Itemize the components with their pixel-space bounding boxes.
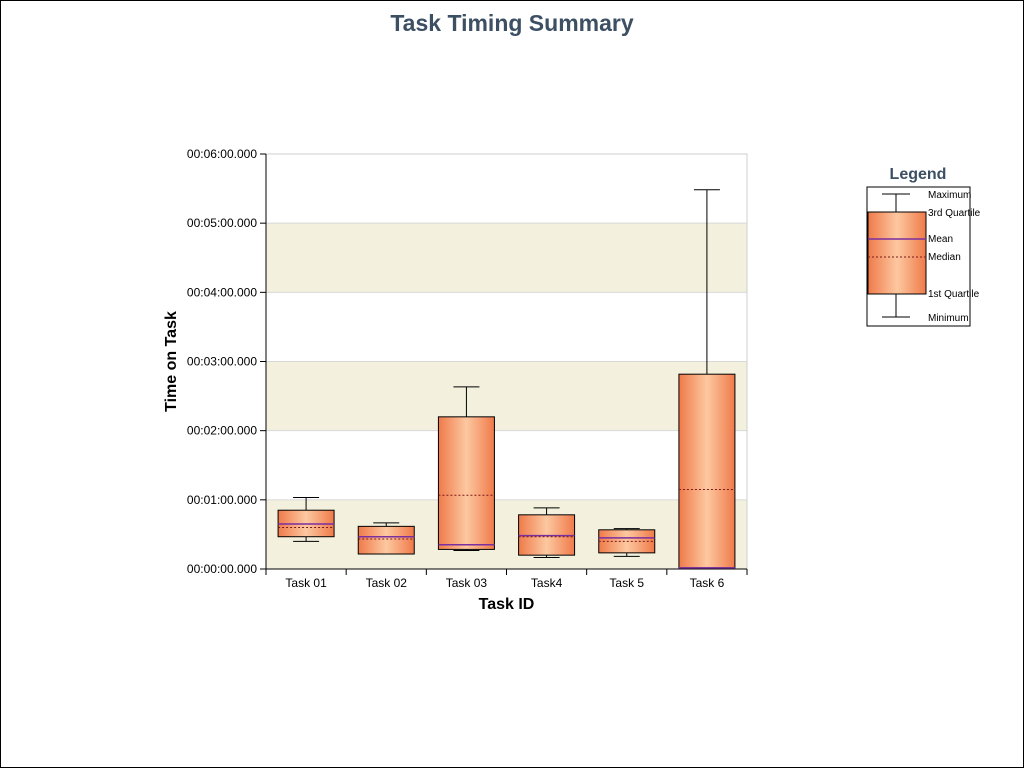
- y-tick-label: 00:05:00.000: [187, 216, 257, 230]
- x-tick-label: Task 02: [366, 576, 408, 590]
- box-body: [437, 416, 495, 550]
- y-tick-label: 00:03:00.000: [187, 355, 257, 369]
- x-tick-label: Task 6: [690, 576, 725, 590]
- legend-sample-box: [867, 193, 927, 318]
- legend-label-q1: 1st Quartile: [928, 289, 980, 300]
- band-2: [266, 361, 747, 431]
- chart-title: Task Timing Summary: [390, 10, 634, 36]
- legend-label-mean: Mean: [928, 234, 953, 245]
- legend-label-minimum: Minimum: [928, 313, 969, 324]
- box-task-6: [678, 189, 736, 569]
- box-task-02: [357, 522, 415, 555]
- y-axis-title: Time on Task: [163, 311, 180, 412]
- box-task4: [518, 507, 576, 558]
- band-0: [266, 499, 747, 569]
- box-task-5: [598, 528, 656, 557]
- legend-label-q3: 3rd Quartile: [928, 208, 981, 219]
- legend-label-maximum: Maximum: [928, 190, 971, 201]
- box-task-03: [437, 386, 495, 552]
- legend: Legend Maximum 3rd Quartile Mean Median …: [866, 166, 981, 327]
- box-series: [277, 189, 736, 569]
- y-tick-label: 00:02:00.000: [187, 424, 257, 438]
- x-tick-label: Task 01: [285, 576, 327, 590]
- legend-title: Legend: [890, 166, 947, 183]
- y-tick-label: 00:06:00.000: [187, 147, 257, 161]
- box-task-01: [277, 497, 335, 542]
- box-body: [357, 525, 415, 555]
- x-tick-label: Task4: [531, 576, 563, 590]
- y-tick-label: 00:01:00.000: [187, 493, 257, 507]
- y-tick-label: 00:04:00.000: [187, 285, 257, 299]
- box-body: [678, 373, 736, 569]
- x-tick-label: Task 03: [446, 576, 488, 590]
- axes: 00:00:00.000 00:01:00.000 00:02:00.000 00:0…: [187, 147, 748, 590]
- x-axis-title: Task ID: [479, 596, 535, 613]
- plot-bands: [266, 223, 747, 569]
- legend-label-median: Median: [928, 252, 961, 263]
- band-4: [266, 223, 747, 293]
- y-tick-label: 00:00:00.000: [187, 562, 257, 576]
- x-tick-label: Task 5: [609, 576, 644, 590]
- legend-box-body: [867, 211, 927, 295]
